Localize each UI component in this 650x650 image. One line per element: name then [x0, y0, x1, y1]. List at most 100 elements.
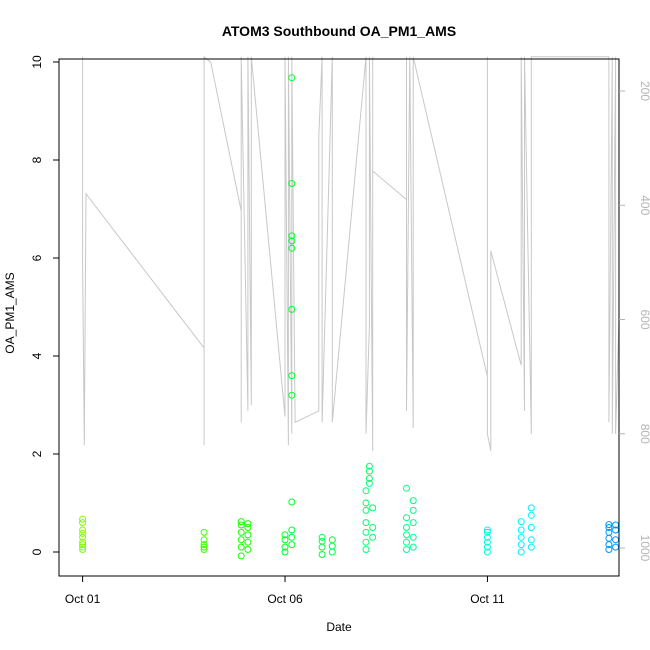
data-point — [527, 504, 535, 512]
data-point — [483, 538, 491, 546]
data-point — [483, 526, 491, 534]
y2-tick-label: 200 — [638, 81, 650, 101]
data-point — [365, 475, 373, 482]
data-point — [244, 546, 252, 553]
data-point — [328, 536, 336, 544]
y-tick-label: 10 — [30, 55, 44, 69]
data-point — [362, 487, 370, 495]
data-point — [237, 536, 245, 544]
data-point — [517, 541, 525, 549]
data-point — [200, 546, 208, 553]
data-point — [527, 543, 535, 551]
data-point — [605, 528, 613, 536]
data-point — [281, 548, 289, 556]
y2-tick-label: 1000 — [638, 535, 650, 562]
data-point — [605, 521, 613, 529]
secondary-line-layer — [82, 55, 620, 451]
data-point — [288, 372, 296, 380]
data-point — [288, 74, 296, 82]
x-axis-label: Date — [326, 620, 352, 634]
data-point — [409, 506, 417, 514]
data-point — [288, 244, 296, 252]
data-point — [281, 536, 289, 544]
data-point — [369, 524, 377, 531]
data-point — [403, 514, 410, 522]
data-point — [244, 524, 252, 531]
data-point — [403, 531, 410, 539]
y-tick-label: 0 — [30, 548, 44, 555]
data-point — [281, 543, 289, 551]
data-point — [288, 533, 296, 541]
secondary-series-line — [82, 55, 620, 451]
data-point — [288, 498, 296, 506]
data-point — [409, 519, 417, 527]
chart-title: ATOM3 Southbound OA_PM1_AMS — [222, 23, 456, 39]
data-point — [79, 538, 87, 546]
data-point — [365, 467, 373, 475]
data-point — [281, 531, 289, 539]
data-point — [409, 543, 417, 551]
x-tick-label: Oct 11 — [470, 592, 505, 606]
data-point — [527, 524, 535, 531]
data-point — [200, 543, 208, 551]
y2-tick-label: 400 — [638, 195, 650, 215]
data-point — [517, 533, 525, 541]
data-point — [403, 538, 410, 546]
data-point — [483, 548, 491, 556]
y-tick-label: 6 — [30, 254, 44, 261]
data-point — [79, 519, 87, 527]
data-point — [483, 533, 491, 541]
axes-layer: Oct 01 Oct 06 Oct 11 0 2 4 6 8 10 200 400 600 800 100… — [30, 55, 650, 606]
y-tick-label: 4 — [30, 352, 44, 359]
data-point — [362, 519, 370, 527]
data-point — [288, 391, 296, 399]
data-point — [362, 546, 370, 553]
data-point — [79, 526, 87, 534]
data-point — [79, 543, 87, 551]
data-point — [517, 518, 525, 526]
data-point — [403, 546, 410, 553]
data-point — [605, 524, 613, 531]
data-point — [318, 551, 326, 558]
data-point — [237, 543, 245, 551]
data-point — [288, 305, 296, 313]
data-point — [369, 533, 377, 541]
data-point — [362, 528, 370, 536]
data-point — [527, 511, 535, 519]
data-point — [362, 506, 370, 514]
data-point — [288, 526, 296, 534]
data-point — [79, 515, 87, 523]
data-point — [403, 484, 410, 492]
y-tick-label: 2 — [30, 450, 44, 457]
data-point — [288, 180, 296, 187]
x-tick-label: Oct 01 — [65, 592, 101, 606]
data-point — [365, 479, 373, 487]
y-tick-label: 8 — [30, 156, 44, 163]
data-point — [237, 518, 245, 526]
data-point — [237, 521, 245, 529]
data-point — [237, 528, 245, 536]
data-point — [403, 524, 410, 531]
data-point — [288, 541, 296, 549]
data-point — [318, 537, 326, 545]
y2-tick-label: 600 — [638, 309, 650, 329]
data-point — [517, 526, 525, 534]
data-point — [200, 528, 208, 536]
data-point — [237, 552, 245, 560]
data-point — [244, 531, 252, 539]
data-point — [200, 541, 208, 549]
data-point — [79, 546, 87, 553]
data-point — [483, 528, 491, 536]
y2-tick-label: 800 — [638, 424, 650, 444]
data-point — [288, 237, 296, 245]
data-point — [288, 232, 296, 240]
data-point — [318, 533, 326, 541]
points-layer — [79, 74, 620, 560]
plot-frame — [58, 58, 620, 577]
y-axis-label: OA_PM1_AMS — [3, 272, 17, 353]
data-point — [244, 538, 252, 546]
data-point — [517, 548, 525, 556]
data-point — [409, 497, 417, 505]
data-point — [527, 536, 535, 544]
